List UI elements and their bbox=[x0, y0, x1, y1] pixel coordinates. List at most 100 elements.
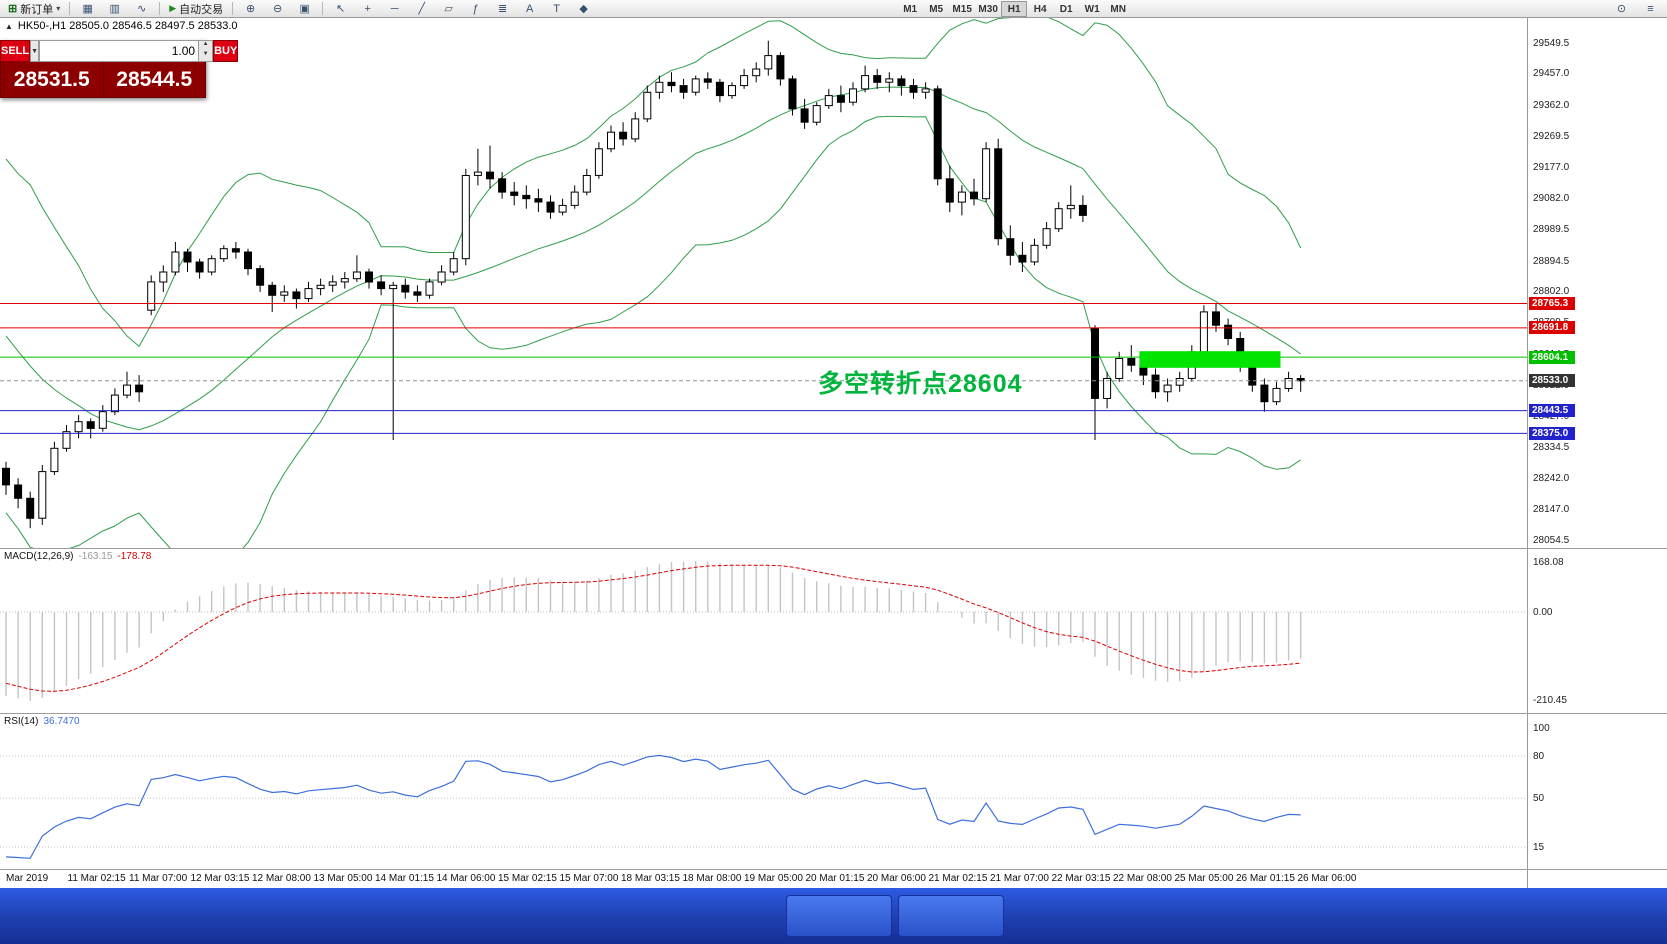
candles bbox=[2, 40, 1305, 529]
cursor-icon[interactable]: ↖ bbox=[327, 0, 354, 16]
candle-chart-icon[interactable]: ▥ bbox=[101, 1, 128, 17]
trendline-icon: ╱ bbox=[418, 2, 425, 15]
autotrade-button[interactable]: ▶ 自动交易 bbox=[164, 1, 228, 17]
volume-up-button[interactable]: ▲ bbox=[202, 41, 209, 47]
time-axis-label: 18 Mar 08:00 bbox=[682, 873, 742, 884]
rsi-axis-label: 80 bbox=[1533, 751, 1545, 762]
timeframe-M15[interactable]: M15 bbox=[952, 3, 972, 15]
time-axis-label: 15 Mar 07:00 bbox=[559, 873, 619, 884]
macd-chart-area[interactable]: MACD(12,26,9) -163.15 -178.78 bbox=[0, 549, 1528, 713]
taskbar-button[interactable] bbox=[898, 895, 1004, 937]
line-chart-icon: ∿ bbox=[137, 3, 147, 15]
buy-price[interactable]: 28544.5 bbox=[116, 67, 193, 91]
price-axis-label: 28894.5 bbox=[1533, 255, 1570, 267]
time-axis-label: 22 Mar 03:15 bbox=[1051, 873, 1111, 884]
cursor-icon: ↖ bbox=[336, 2, 346, 15]
channel-icon[interactable]: ▱ bbox=[435, 0, 462, 16]
shapes-icon: ◆ bbox=[579, 2, 588, 15]
objects-list-icon: ≣ bbox=[498, 2, 508, 15]
timeframe-M30[interactable]: M30 bbox=[978, 3, 998, 15]
toolbar-separator bbox=[69, 2, 71, 15]
objects-list-icon[interactable]: ≣ bbox=[489, 0, 516, 16]
rsi-chart-area[interactable]: RSI(14) 36.7470 bbox=[0, 714, 1528, 869]
timeframe-D1[interactable]: D1 bbox=[1059, 3, 1073, 15]
macd-signal-value: -178.78 bbox=[117, 551, 152, 562]
crosshair-icon: + bbox=[364, 2, 371, 15]
rsi-panel: RSI(14) 36.7470 100 80 50 15 bbox=[0, 713, 1667, 869]
rsi-label: RSI(14) 36.7470 bbox=[4, 716, 80, 727]
volume-dropdown-button[interactable]: ▼ bbox=[30, 40, 40, 62]
zoom-out-icon: ⊖ bbox=[273, 3, 283, 15]
time-axis-label: 19 Mar 05:00 bbox=[744, 873, 803, 884]
sell-price[interactable]: 28531.5 bbox=[1, 62, 104, 97]
chevron-down-icon: ▾ bbox=[56, 4, 61, 13]
price-axis-label: 29082.0 bbox=[1533, 193, 1570, 205]
price-level-tag: 28691.8 bbox=[1529, 321, 1575, 335]
time-axis-label: 15 Mar 02:15 bbox=[498, 873, 557, 884]
line-chart-icon[interactable]: ∿ bbox=[128, 1, 155, 17]
price-chart-panel: ▲ HK50-,H1 28505.0 28546.5 28497.5 28533… bbox=[0, 18, 1667, 548]
one-click-trade-panel: SELL ▼ ▲ ▼ BUY 28531.5 28544.5 bbox=[0, 40, 239, 98]
search-icon: ⊙ bbox=[1616, 3, 1627, 15]
zoom-out-icon[interactable]: ⊖ bbox=[264, 1, 291, 17]
price-axis-label: 28242.0 bbox=[1533, 472, 1570, 484]
price-axis[interactable]: 29549.5 29457.0 29362.0 29269.5 29177.0 29082… bbox=[1528, 18, 1667, 548]
text-icon[interactable]: A bbox=[516, 1, 543, 17]
toolbar-separator bbox=[159, 2, 161, 15]
sell-button[interactable]: SELL bbox=[0, 40, 31, 62]
price-axis-label: 28147.0 bbox=[1533, 504, 1570, 516]
macd-name: MACD(12,26,9) bbox=[4, 551, 74, 562]
price-chart-svg[interactable] bbox=[0, 18, 1528, 548]
volume-input[interactable] bbox=[40, 41, 199, 61]
macd-main-value: -163.15 bbox=[78, 551, 113, 562]
play-icon: ▶ bbox=[169, 3, 177, 13]
trendline-icon[interactable]: ╱ bbox=[408, 0, 435, 16]
channel-icon: ▱ bbox=[444, 2, 453, 15]
timeframe-M5[interactable]: M5 bbox=[929, 3, 944, 15]
time-axis[interactable]: Mar 2019 11 Mar 02:15 11 Mar 07:00 12 Mar 0… bbox=[0, 869, 1667, 888]
time-axis-label: 21 Mar 02:15 bbox=[928, 873, 988, 884]
price-axis-label: 28802.0 bbox=[1533, 286, 1570, 298]
time-axis-label: 22 Mar 08:00 bbox=[1113, 873, 1172, 884]
menu-icon[interactable]: ≡ bbox=[1637, 1, 1664, 17]
macd-chart-svg[interactable] bbox=[0, 549, 1528, 713]
horizontal-line-icon: ─ bbox=[390, 2, 399, 15]
search-icon[interactable]: ⊙ bbox=[1608, 1, 1635, 17]
timeframe-MN[interactable]: MN bbox=[1110, 3, 1126, 15]
highlight-box bbox=[1139, 351, 1281, 368]
timeframe-H4[interactable]: H4 bbox=[1033, 3, 1047, 15]
price-axis-label: 28334.5 bbox=[1533, 441, 1570, 453]
timeframe-W1[interactable]: W1 bbox=[1084, 3, 1100, 15]
rsi-chart-svg[interactable] bbox=[0, 714, 1528, 869]
os-taskbar bbox=[0, 888, 1667, 944]
text-label-icon[interactable]: T bbox=[543, 1, 570, 17]
time-axis-label: 11 Mar 02:15 bbox=[67, 873, 126, 884]
buy-button[interactable]: BUY bbox=[213, 40, 239, 62]
rsi-axis[interactable]: 100 80 50 15 bbox=[1528, 714, 1667, 869]
crosshair-icon[interactable]: + bbox=[354, 1, 381, 17]
tile-windows-icon[interactable]: ▣ bbox=[291, 1, 318, 17]
bar-chart-icon: ▦ bbox=[82, 3, 93, 15]
bar-chart-icon[interactable]: ▦ bbox=[74, 1, 101, 17]
taskbar-button[interactable] bbox=[786, 895, 892, 937]
fibonacci-icon[interactable]: ƒ bbox=[462, 1, 489, 17]
zoom-in-icon[interactable]: ⊕ bbox=[237, 1, 264, 17]
volume-down-button[interactable]: ▼ bbox=[202, 51, 209, 57]
chart-type-group: ▦ ▥ ∿ bbox=[74, 1, 155, 17]
macd-axis-label: -210.45 bbox=[1533, 695, 1567, 706]
macd-axis[interactable]: 168.08 0.00 -210.45 bbox=[1528, 549, 1667, 713]
time-axis-label: Mar 2019 bbox=[6, 873, 49, 884]
rsi-value: 36.7470 bbox=[43, 716, 80, 727]
text-label-icon: T bbox=[553, 2, 561, 15]
price-chart-area[interactable]: ▲ HK50-,H1 28505.0 28546.5 28497.5 28533… bbox=[0, 18, 1528, 548]
time-axis-label: 12 Mar 08:00 bbox=[252, 873, 311, 884]
timeframe-H1[interactable]: H1 bbox=[1001, 0, 1028, 17]
timeframe-M1[interactable]: M1 bbox=[903, 3, 918, 15]
price-level-tag: 28443.5 bbox=[1529, 404, 1575, 418]
shapes-icon[interactable]: ◆ bbox=[570, 0, 597, 16]
new-order-button[interactable]: ⊞ 新订单 ▾ bbox=[3, 1, 65, 17]
new-order-icon: ⊞ bbox=[8, 3, 18, 15]
horizontal-line-icon[interactable]: ─ bbox=[381, 1, 408, 17]
time-axis-label: 12 Mar 03:15 bbox=[190, 873, 250, 884]
toolbar-separator bbox=[232, 2, 234, 15]
